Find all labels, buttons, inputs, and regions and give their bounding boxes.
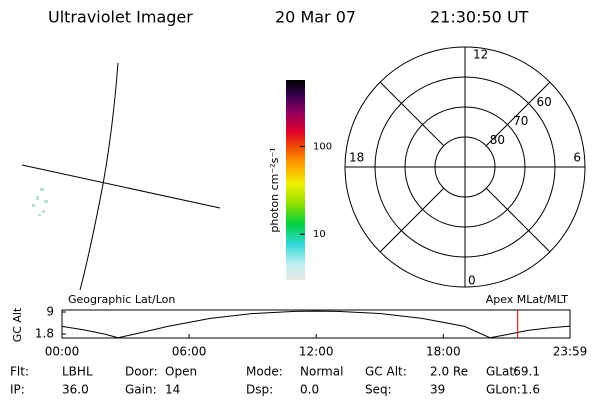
x-tick-label: 12:00	[299, 345, 334, 359]
info-value: 36.0	[62, 383, 89, 397]
polar-label: Apex MLat/MLT	[486, 293, 569, 306]
colorbar-label: photon cm⁻²s⁻¹	[268, 147, 281, 232]
latitude-label: 60	[537, 95, 552, 109]
info-label: Seq:	[365, 383, 392, 397]
info-label: GC Alt:	[365, 365, 407, 379]
y-tick-label: 1.8	[35, 327, 54, 341]
x-tick-label: 00:00	[45, 345, 80, 359]
info-value: 0.0	[300, 383, 319, 397]
info-label: GLon:	[486, 383, 521, 397]
info-label: Mode:	[246, 365, 283, 379]
altitude-line	[61, 310, 571, 339]
y-tick-label: 9	[46, 304, 54, 318]
mlt-label: 18	[349, 151, 364, 165]
info-value: Open	[165, 365, 197, 379]
latitude-circle	[404, 106, 526, 228]
time: 21:30:50 UT	[430, 8, 529, 27]
info-label: Dsp:	[246, 383, 273, 397]
image-label: Geographic Lat/Lon	[68, 293, 175, 306]
instrument: Ultraviolet Imager	[48, 8, 193, 27]
polar-spoke	[379, 81, 445, 147]
latitude-label: 70	[513, 114, 528, 128]
info-label: GLat:	[486, 365, 518, 379]
image-panel	[21, 62, 221, 291]
latitude-circle	[374, 76, 556, 258]
info-value: 1.6	[521, 383, 540, 397]
info-label: IP:	[10, 383, 25, 397]
polar-spoke	[485, 81, 551, 147]
info-label: Flt:	[10, 365, 29, 379]
x-tick-label: 18:00	[426, 345, 461, 359]
speckles	[32, 188, 48, 216]
polar-spoke	[485, 187, 551, 253]
colorbar	[286, 80, 305, 280]
polar-spoke	[379, 187, 445, 253]
plot-frame	[61, 309, 571, 339]
info-value: 69.1	[513, 365, 540, 379]
info-value: Normal	[300, 365, 343, 379]
x-tick-label: 06:00	[172, 345, 207, 359]
colorbar-tick-label: 10	[313, 229, 326, 240]
date: 20 Mar 07	[275, 8, 356, 27]
info-label: Gain:	[125, 383, 157, 397]
mlt-label: 0	[468, 274, 476, 288]
latitude-label: 80	[490, 133, 505, 147]
mlt-label: 12	[473, 48, 488, 62]
info-value: LBHL	[62, 365, 93, 379]
x-tick-label: 23:59	[553, 345, 588, 359]
mlt-label: 6	[573, 151, 581, 165]
info-value: 39	[430, 383, 445, 397]
info-label: Door:	[125, 365, 158, 379]
meridian	[79, 62, 119, 291]
info-value: 14	[165, 383, 180, 397]
latitude-circle	[434, 136, 496, 198]
colorbar-tick-label: 100	[313, 142, 332, 153]
parallel	[21, 164, 221, 209]
y-axis-label: GC Alt	[11, 307, 24, 342]
info-value: 2.0 Re	[430, 365, 468, 379]
